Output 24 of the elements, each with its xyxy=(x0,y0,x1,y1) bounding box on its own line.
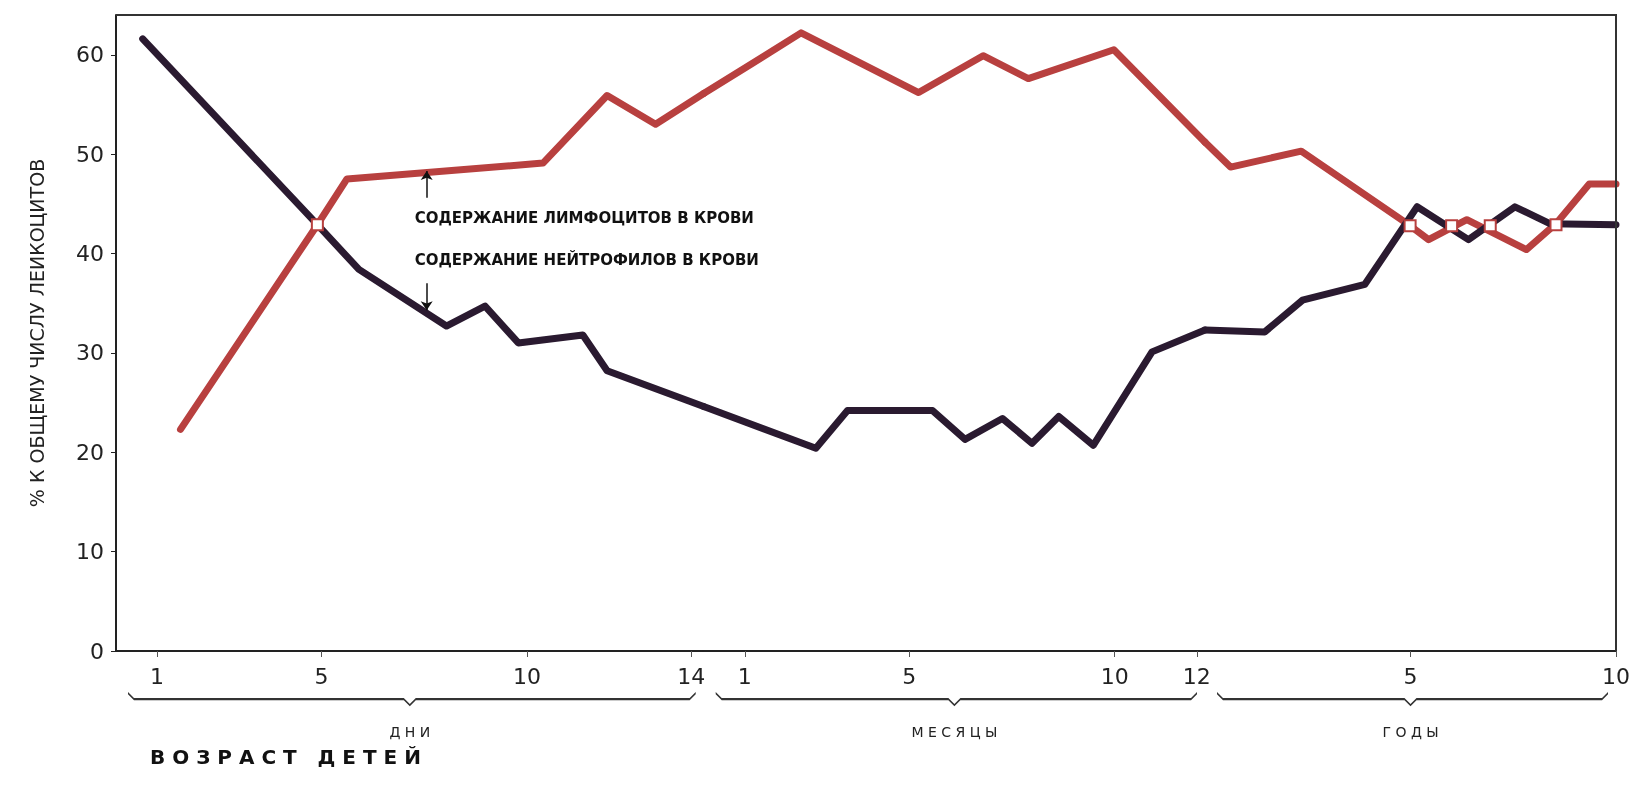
x-tick-label: 12 xyxy=(1182,663,1211,689)
x-axis-title: Д Н И xyxy=(389,724,431,740)
y-axis-title: % К ОБЩЕМУ ЧИСЛУ ЛЕИКОЦИТОВ xyxy=(25,158,48,508)
x-tick-label: 5 xyxy=(1403,663,1418,689)
x-tick-label: 10 xyxy=(512,663,541,689)
y-tick-label: 20 xyxy=(76,439,104,465)
x-axis-title: Г О Д Ы xyxy=(1382,724,1439,740)
text: В О З Р А С Т Д Е Т Е Й xyxy=(150,745,421,769)
y-tick-label: 60 xyxy=(76,42,104,68)
annotation: СОДЕРЖАНИЕ ЛИМФОЦИТОВ В КРОВИ xyxy=(414,208,754,227)
x-tick-label: 5 xyxy=(314,663,329,689)
y-tick-label: 30 xyxy=(76,340,104,366)
y-tick-label: 10 xyxy=(76,539,104,565)
x-tick-label: 10 xyxy=(1602,663,1630,689)
x-tick-label: 5 xyxy=(902,663,917,689)
y-tick-label: 40 xyxy=(76,241,104,266)
x-tick-label: 1 xyxy=(150,663,165,689)
y-tick-label: 0 xyxy=(90,638,104,664)
x-tick-label: 10 xyxy=(1100,663,1129,689)
x-tick-label: 14 xyxy=(677,663,706,689)
annotation: СОДЕРЖАНИЕ НЕЙТРОФИЛОВ В КРОВИ xyxy=(414,250,759,270)
x-tick-label: 1 xyxy=(737,663,752,689)
x-axis-title: М Е С Я Ц Ы xyxy=(911,724,998,740)
y-tick-label: 50 xyxy=(76,141,104,167)
